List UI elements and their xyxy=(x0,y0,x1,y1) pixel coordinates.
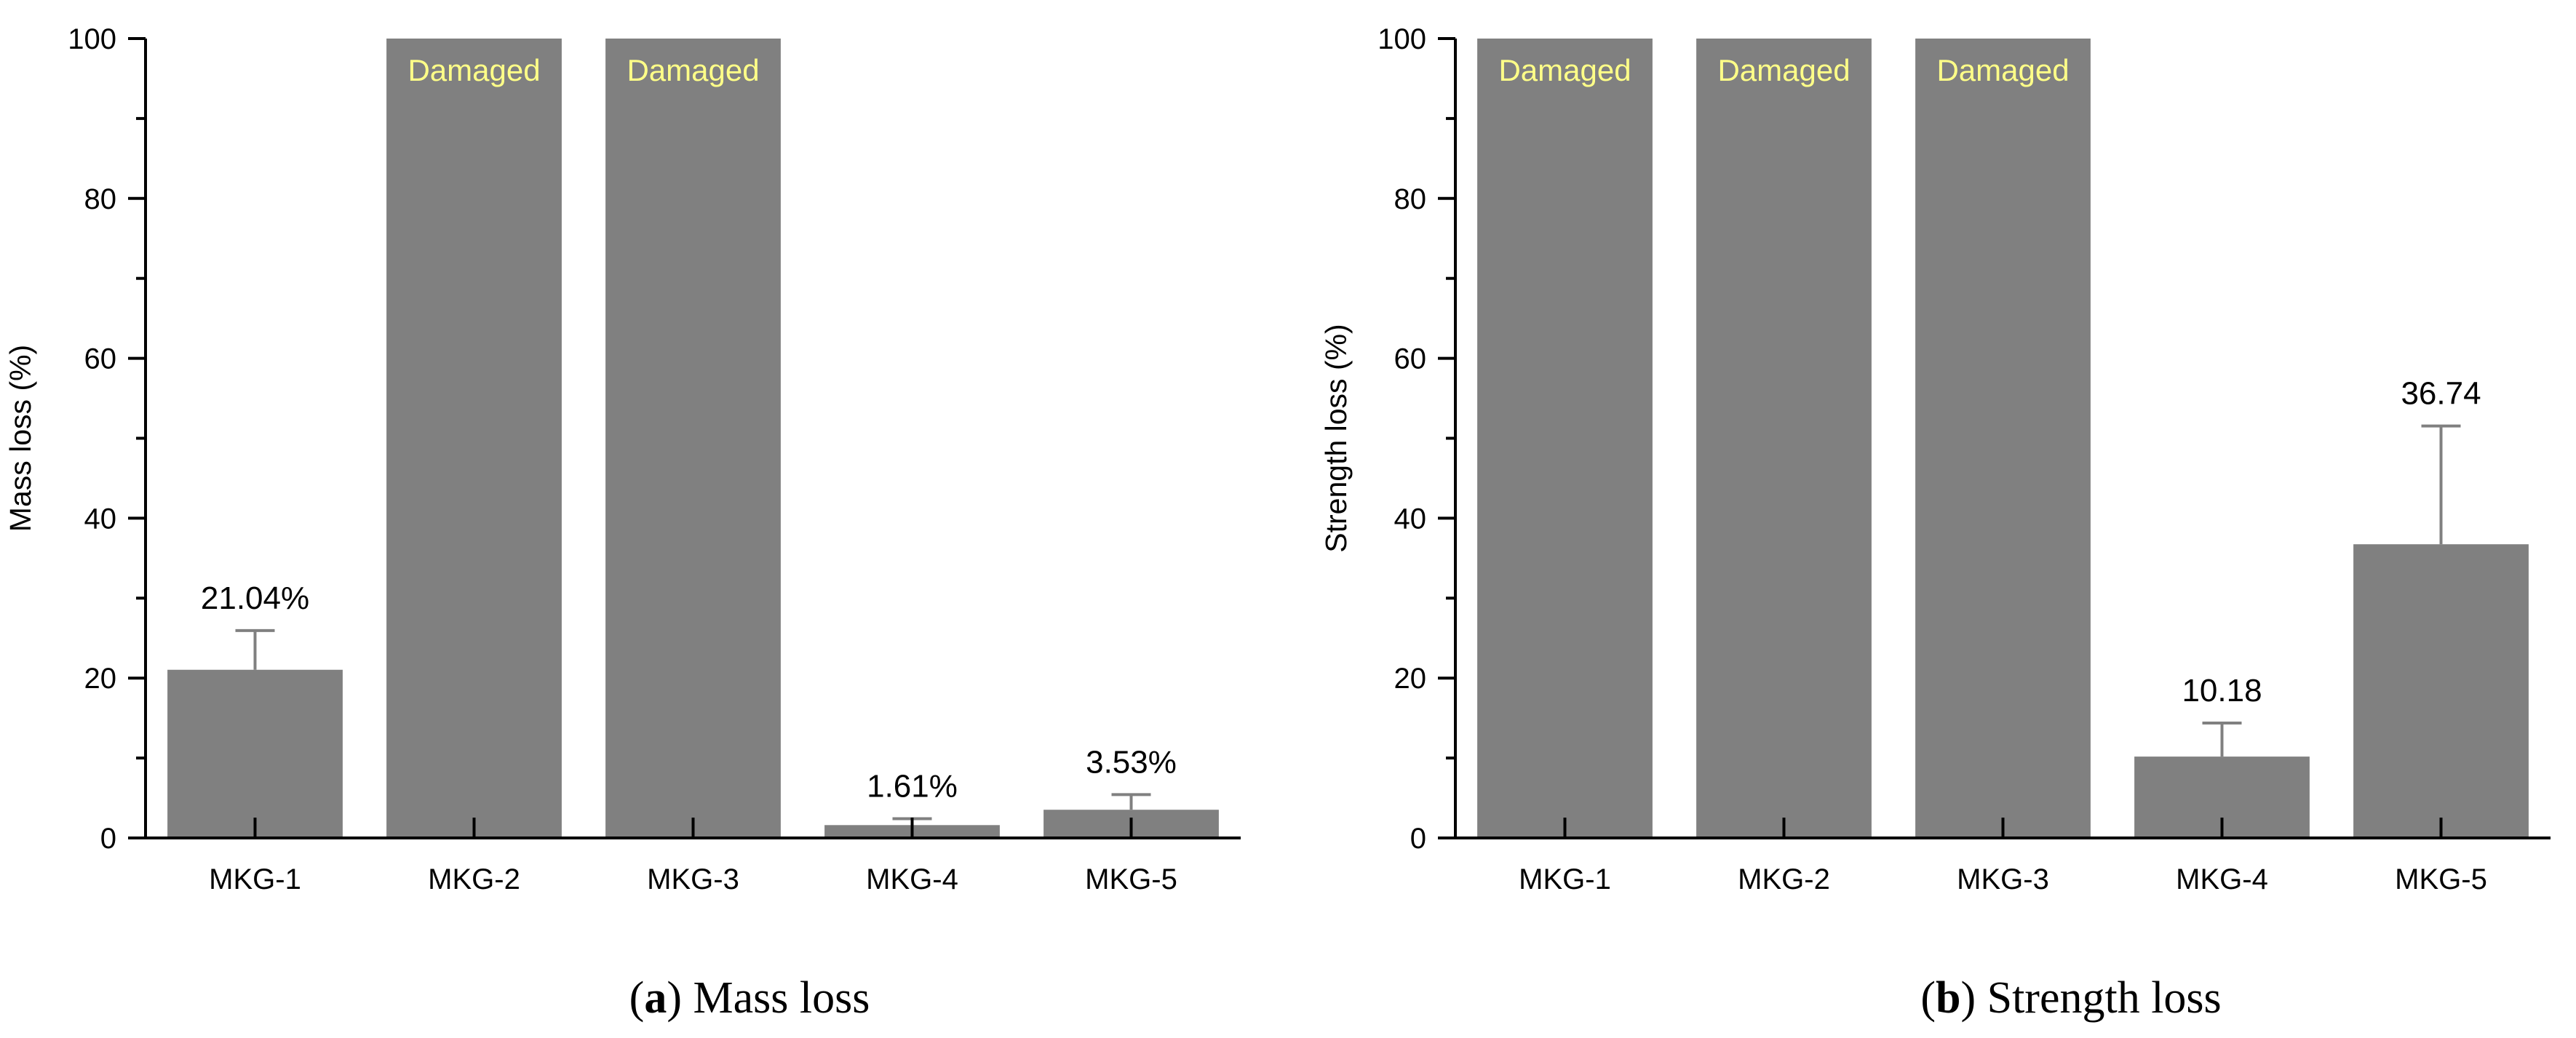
y-tick-label: 80 xyxy=(84,183,117,215)
y-tick-label: 40 xyxy=(1394,503,1427,535)
panel-caption: (a) Mass loss xyxy=(629,973,870,1023)
y-tick-label: 100 xyxy=(1378,23,1426,55)
y-tick-label: 40 xyxy=(84,503,117,535)
y-tick-label: 0 xyxy=(100,823,116,855)
value-label: 10.18 xyxy=(2182,673,2262,708)
bar-mkg-1 xyxy=(1477,39,1653,838)
bar-mkg-3 xyxy=(1915,39,2091,838)
damaged-label: Damaged xyxy=(408,53,540,87)
y-tick-label: 80 xyxy=(1394,183,1427,215)
x-tick-label: MKG-4 xyxy=(866,863,958,895)
x-tick-label: MKG-1 xyxy=(209,863,301,895)
y-tick-label: 20 xyxy=(1394,663,1427,695)
bar-mkg-3 xyxy=(605,39,781,838)
damaged-label: Damaged xyxy=(627,53,759,87)
chart-panel-a: 21.04% MKG-1 Damaged MKG-2 Damaged MKG-3 1.61%… xyxy=(4,23,1241,1023)
bar-mkg-1 xyxy=(167,669,343,838)
x-tick-label: MKG-5 xyxy=(1085,863,1177,895)
x-tick-label: MKG-4 xyxy=(2176,863,2268,895)
value-label: 36.74 xyxy=(2401,376,2481,412)
bar-mkg-2 xyxy=(386,39,562,838)
y-tick-label: 100 xyxy=(68,23,116,55)
y-axis-label: Mass loss (%) xyxy=(4,345,37,532)
y-tick-label: 20 xyxy=(84,663,117,695)
x-tick-label: MKG-1 xyxy=(1519,863,1611,895)
value-label: 3.53% xyxy=(1086,744,1177,780)
x-tick-label: MKG-2 xyxy=(1738,863,1830,895)
panel-caption: (b) Strength loss xyxy=(1920,973,2221,1023)
y-tick-label: 0 xyxy=(1410,823,1426,855)
x-tick-label: MKG-3 xyxy=(647,863,739,895)
chart-panel-b: Damaged MKG-1 Damaged MKG-2 Damaged MKG-3 10.1… xyxy=(1319,23,2551,1023)
y-tick-label: 60 xyxy=(1394,343,1427,375)
bar-mkg-5 xyxy=(2353,544,2529,838)
y-tick-label: 60 xyxy=(84,343,117,375)
y-axis-label: Strength loss (%) xyxy=(1319,324,1353,552)
bar-mkg-2 xyxy=(1696,39,1872,838)
x-tick-label: MKG-2 xyxy=(428,863,520,895)
x-tick-label: MKG-3 xyxy=(1957,863,2049,895)
damaged-label: Damaged xyxy=(1717,53,1850,87)
value-label: 21.04% xyxy=(201,580,309,616)
damaged-label: Damaged xyxy=(1498,53,1631,87)
value-label: 1.61% xyxy=(867,769,958,805)
x-tick-label: MKG-5 xyxy=(2395,863,2487,895)
damaged-label: Damaged xyxy=(1936,53,2069,87)
